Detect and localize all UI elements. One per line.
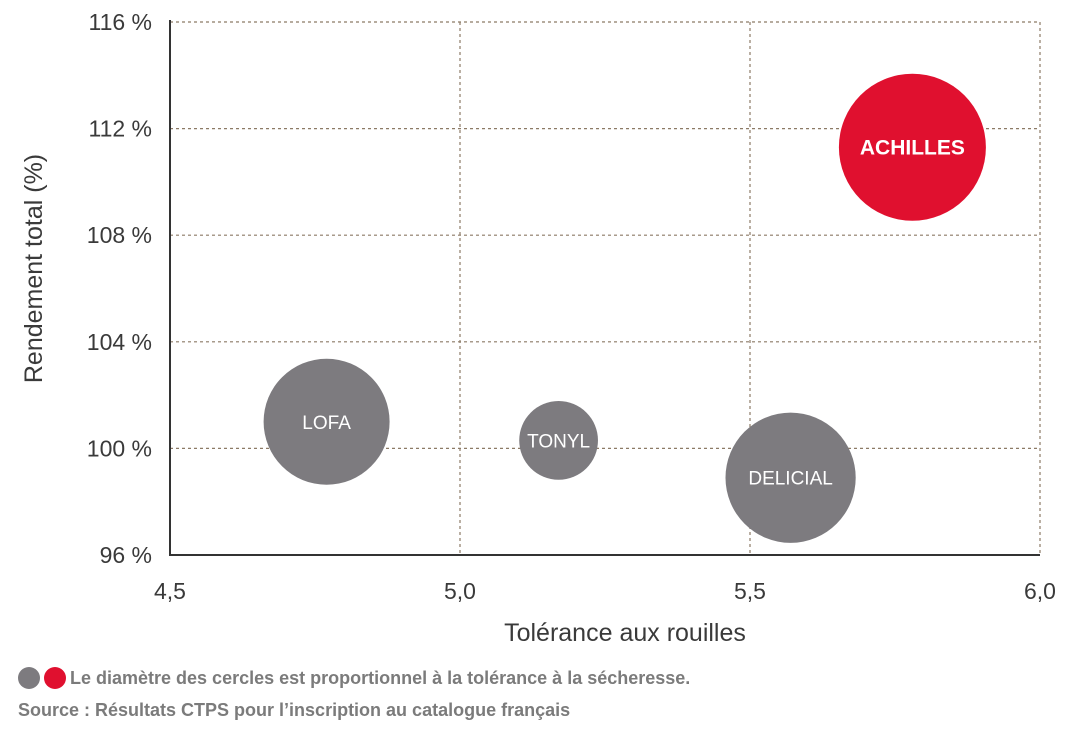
y-axis-title: Rendement total (%) <box>20 154 48 383</box>
y-tick-label: 108 % <box>87 222 152 248</box>
y-tick-label: 104 % <box>87 329 152 355</box>
legend-red-dot <box>44 667 66 689</box>
x-tick-label: 5,0 <box>444 578 476 604</box>
legend-note: Le diamètre des cercles est proportionne… <box>18 667 690 689</box>
x-axis-title: Tolérance aux rouilles <box>504 619 746 647</box>
bubble-tonyl <box>519 401 598 480</box>
x-tick-label: 5,5 <box>734 578 766 604</box>
y-tick-label: 116 % <box>88 9 152 35</box>
bubble-label-delicial: DELICIAL <box>748 469 832 490</box>
bubble-label-lofa: LOFA <box>302 413 351 434</box>
x-tick-label: 4,5 <box>154 578 186 604</box>
bubble-label-achilles: ACHILLES <box>860 136 965 159</box>
y-tick-label: 100 % <box>87 435 152 461</box>
bubble-label-tonyl: TONYL <box>527 431 590 452</box>
bubble-delicial <box>725 412 856 543</box>
source-note: Source : Résultats CTPS pour l’inscripti… <box>18 700 571 720</box>
bubble-achilles <box>838 73 986 221</box>
y-tick-label: 96 % <box>100 542 152 568</box>
x-tick-label: 6,0 <box>1024 578 1056 604</box>
y-tick-label: 112 % <box>88 116 152 142</box>
legend-text: Le diamètre des cercles est proportionne… <box>70 668 691 688</box>
bubble-lofa <box>263 358 390 485</box>
legend-grey-dot <box>18 667 40 689</box>
